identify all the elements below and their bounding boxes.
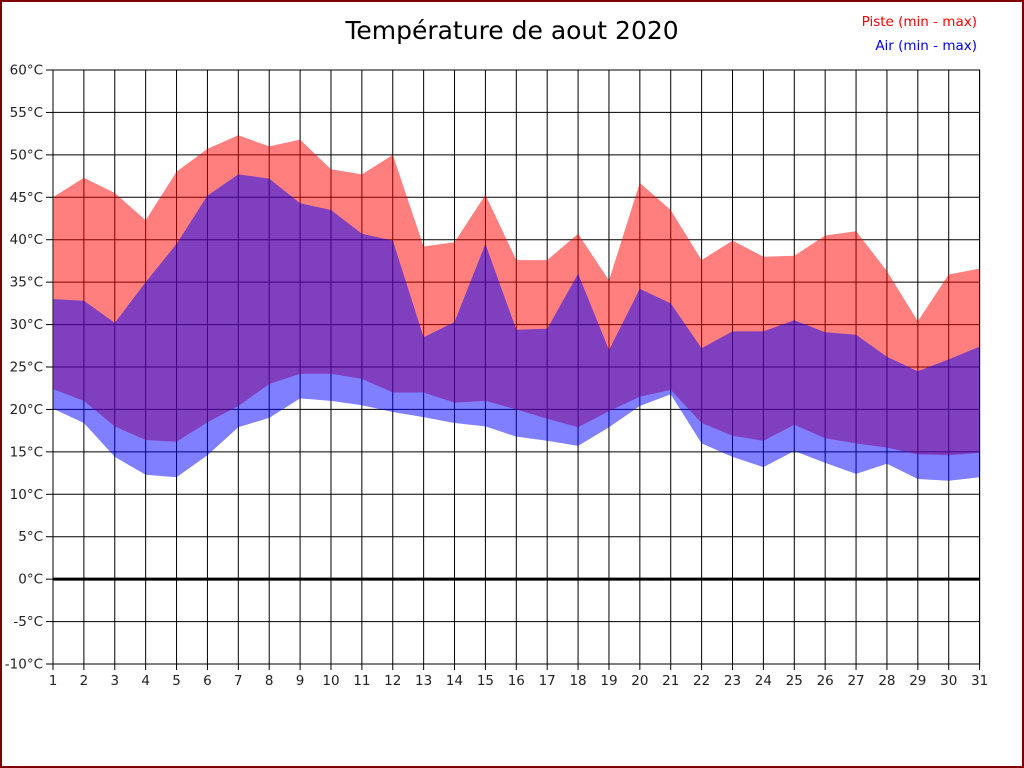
y-tick-label: -5°C [13, 614, 43, 630]
x-tick-label: 9 [296, 673, 305, 689]
x-tick-label: 15 [477, 673, 494, 689]
chart-legend: Piste (min - max) Air (min - max) [862, 10, 977, 58]
y-tick-label: 25°C [10, 360, 43, 376]
y-tick-label: 10°C [10, 487, 43, 503]
x-tick-label: 7 [234, 673, 243, 689]
x-tick-label: 8 [265, 673, 274, 689]
x-tick-label: 12 [384, 673, 401, 689]
x-tick-label: 21 [662, 673, 679, 689]
x-tick-label: 17 [539, 673, 556, 689]
x-tick-label: 6 [203, 673, 212, 689]
y-tick-label: 45°C [10, 190, 43, 206]
x-tick-label: 24 [755, 673, 772, 689]
x-tick-label: 13 [415, 673, 432, 689]
x-tick-label: 30 [940, 673, 957, 689]
y-tick-label: -10°C [5, 657, 43, 673]
x-tick-label: 10 [322, 673, 339, 689]
x-tick-label: 22 [693, 673, 710, 689]
x-tick-label: 11 [353, 673, 370, 689]
x-tick-label: 31 [971, 673, 988, 689]
y-tick-label: 30°C [10, 317, 43, 333]
x-tick-label: 2 [80, 673, 89, 689]
x-tick-label: 19 [600, 673, 617, 689]
x-tick-label: 25 [786, 673, 803, 689]
legend-air: Air (min - max) [875, 38, 977, 54]
chart-title: Température de aout 2020 [345, 16, 679, 45]
x-tick-label: 1 [49, 673, 58, 689]
y-tick-label: 60°C [10, 63, 43, 79]
x-tick-label: 26 [817, 673, 834, 689]
y-tick-label: 0°C [18, 572, 43, 588]
x-tick-label: 5 [172, 673, 181, 689]
x-tick-label: 29 [909, 673, 926, 689]
y-tick-label: 15°C [10, 444, 43, 460]
x-tick-label: 20 [631, 673, 648, 689]
legend-piste: Piste (min - max) [861, 14, 977, 30]
x-tick-label: 23 [724, 673, 741, 689]
x-tick-label: 27 [847, 673, 864, 689]
y-tick-label: 40°C [10, 232, 43, 248]
y-tick-label: 55°C [10, 105, 43, 121]
y-tick-label: 50°C [10, 147, 43, 163]
x-tick-label: 16 [508, 673, 525, 689]
y-tick-label: 35°C [10, 275, 43, 291]
x-tick-label: 28 [878, 673, 895, 689]
air-band [53, 174, 980, 481]
x-tick-label: 4 [141, 673, 150, 689]
y-tick-label: 5°C [18, 529, 43, 545]
x-tick-label: 3 [110, 673, 119, 689]
y-tick-label: 20°C [10, 402, 43, 418]
x-tick-label: 18 [569, 673, 586, 689]
x-tick-label: 14 [446, 673, 463, 689]
